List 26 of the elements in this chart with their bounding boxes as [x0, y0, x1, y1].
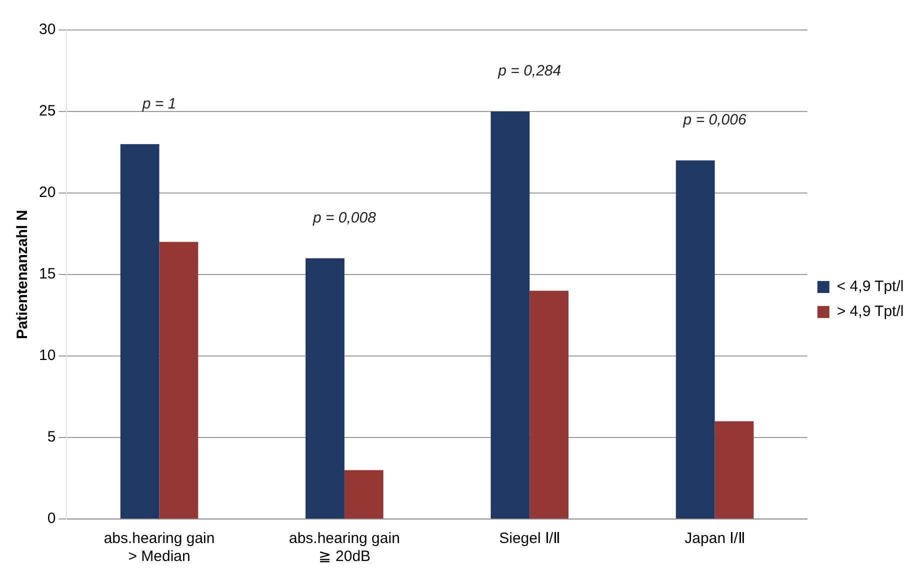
bar [714, 421, 754, 518]
bar [344, 470, 384, 518]
legend-label: > 4,9 Tpt/l [836, 303, 904, 320]
bar [676, 160, 715, 518]
y-tick-label: 15 [38, 266, 56, 283]
bar [306, 258, 344, 518]
y-tick-label: 25 [38, 102, 56, 120]
x-tick-label: Japan Ⅰ/Ⅱ [684, 530, 745, 548]
annotation: p = 0,284 [497, 62, 562, 80]
x-tick-label: abs.hearing gain > Median [104, 530, 215, 566]
bar [530, 290, 569, 518]
annotation: p = 0,006 [682, 112, 747, 129]
y-tick-label: 0 [47, 510, 56, 528]
annotation: p = 0,008 [312, 209, 377, 226]
y-tick-label: 30 [38, 21, 56, 38]
x-tick-label: Siegel Ⅰ/Ⅱ [499, 530, 560, 548]
legend-label: < 4,9 Tpt/l [836, 278, 904, 296]
x-tick-label: abs.hearing gain ≧ 20dB [288, 530, 400, 566]
y-tick-label: 10 [38, 347, 56, 364]
y-axis-title: Patientenanzahl N [14, 210, 32, 340]
bar [159, 242, 198, 518]
y-tick-label: 20 [38, 184, 56, 202]
annotation: p = 1 [141, 95, 176, 112]
bar [120, 144, 160, 518]
y-tick-label: 5 [47, 428, 56, 446]
bar [490, 112, 530, 518]
